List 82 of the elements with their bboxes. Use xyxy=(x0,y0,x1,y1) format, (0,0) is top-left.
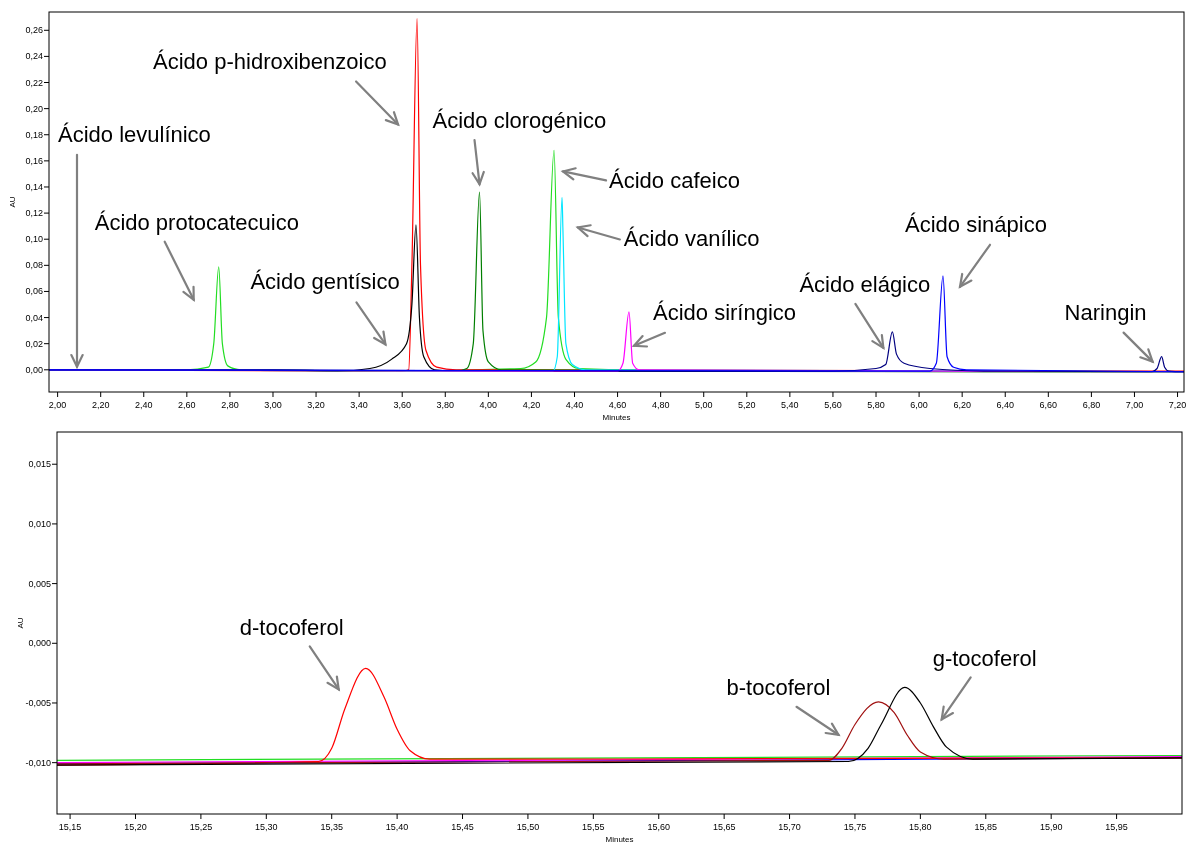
annotation: g-tocoferol xyxy=(932,646,1037,672)
y-tick-label: 0,18 xyxy=(25,129,43,140)
annotation: Naringin xyxy=(1064,299,1147,325)
annotation: Ácido p-hidroxibenzoico xyxy=(153,48,387,74)
x-tick-label: 15,75 xyxy=(843,822,867,832)
x-tick-label: 15,85 xyxy=(974,822,998,832)
x-tick-label: 15,15 xyxy=(58,822,82,832)
x-tick-label: 15,90 xyxy=(1039,822,1063,832)
x-tick-label: 5,20 xyxy=(738,400,756,410)
y-tick-label: 0,010 xyxy=(28,518,51,529)
annotation: Ácido clorogénico xyxy=(432,108,607,134)
x-tick-label: 4,20 xyxy=(522,400,541,410)
y-tick-label: 0,06 xyxy=(25,286,43,297)
annotation: Ácido levulínico xyxy=(58,121,211,147)
x-tick-label: 7,00 xyxy=(1125,400,1144,410)
x-tick-label: 5,00 xyxy=(694,400,713,410)
x-tick-label: 2,40 xyxy=(135,400,153,410)
x-tick-label: 15,65 xyxy=(712,822,736,832)
x-tick-label: 6,80 xyxy=(1082,400,1101,410)
x-axis-title: Minutes xyxy=(602,413,631,422)
x-tick-label: 3,00 xyxy=(264,400,282,410)
annotation: Ácido siríngico xyxy=(652,299,797,325)
x-tick-label: 3,80 xyxy=(436,400,455,410)
y-tick-label: 0,04 xyxy=(25,312,43,323)
y-tick-label: 0,16 xyxy=(25,155,43,166)
x-tick-label: 2,80 xyxy=(221,400,239,410)
y-tick-label: 0,005 xyxy=(28,578,51,589)
x-tick-label: 2,20 xyxy=(91,400,110,410)
x-tick-label: 15,55 xyxy=(582,822,605,832)
x-tick-label: 4,40 xyxy=(565,400,584,410)
y-tick-label: 0,26 xyxy=(25,25,43,36)
y-tick-label: 0,08 xyxy=(25,260,43,271)
x-tick-label: 15,50 xyxy=(516,822,540,832)
x-tick-label: 15,35 xyxy=(320,822,343,832)
y-tick-label: 0,02 xyxy=(25,338,43,349)
y-tick-label: 0,20 xyxy=(25,103,43,114)
x-tick-label: 2,00 xyxy=(48,400,67,410)
x-tick-label: 5,40 xyxy=(781,400,799,410)
x-tick-label: 3,20 xyxy=(307,400,325,410)
annotation: Ácido cafeico xyxy=(609,168,740,194)
y-tick-label: 0,00 xyxy=(25,364,43,375)
x-tick-label: 4,80 xyxy=(651,400,670,410)
annotation: Ácido sinápico xyxy=(905,211,1047,237)
x-tick-label: 6,40 xyxy=(996,400,1015,410)
y-tick-label: 0,10 xyxy=(25,234,43,245)
x-tick-label: 6,20 xyxy=(953,400,971,410)
y-axis-title: AU xyxy=(16,617,25,629)
y-tick-label: 0,14 xyxy=(25,181,43,192)
y-axis-title: AU xyxy=(8,196,17,208)
y-tick-label: 0,12 xyxy=(25,208,43,219)
y-tick-label: -0,005 xyxy=(25,697,51,708)
x-tick-label: 15,45 xyxy=(451,822,474,832)
annotation: Ácido protocatecuico xyxy=(94,209,299,235)
x-tick-label: 3,40 xyxy=(350,400,368,410)
x-tick-label: 4,00 xyxy=(479,400,498,410)
annotation: Ácido gentísico xyxy=(250,269,400,295)
x-tick-label: 15,25 xyxy=(189,822,213,832)
annotation: Ácido elágico xyxy=(799,271,931,297)
y-tick-label: 0,22 xyxy=(25,77,43,88)
x-tick-label: 3,60 xyxy=(393,400,411,410)
x-tick-label: 15,60 xyxy=(647,822,671,832)
annotation: d-tocoferol xyxy=(239,615,344,641)
y-tick-label: 0,24 xyxy=(25,51,43,62)
y-tick-label: 0,000 xyxy=(28,638,51,649)
x-tick-label: 2,60 xyxy=(178,400,196,410)
x-tick-label: 15,70 xyxy=(778,822,801,832)
x-tick-label: 6,00 xyxy=(910,400,928,410)
y-tick-label: -0,010 xyxy=(25,757,51,768)
x-tick-label: 15,80 xyxy=(909,822,932,832)
x-axis-title: Minutes xyxy=(605,835,634,842)
annotation: Ácido vanílico xyxy=(623,226,760,252)
x-tick-label: 15,30 xyxy=(255,822,278,832)
x-tick-label: 6,60 xyxy=(1039,400,1058,410)
y-tick-label: 0,015 xyxy=(28,459,51,470)
annotation: b-tocoferol xyxy=(726,674,831,700)
x-tick-label: 5,60 xyxy=(824,400,842,410)
x-tick-label: 15,95 xyxy=(1105,822,1128,832)
x-tick-label: 7,20 xyxy=(1168,400,1187,410)
x-tick-label: 15,40 xyxy=(385,822,409,832)
x-tick-label: 5,80 xyxy=(867,400,885,410)
x-tick-label: 15,20 xyxy=(124,822,147,832)
x-tick-label: 4,60 xyxy=(608,400,627,410)
